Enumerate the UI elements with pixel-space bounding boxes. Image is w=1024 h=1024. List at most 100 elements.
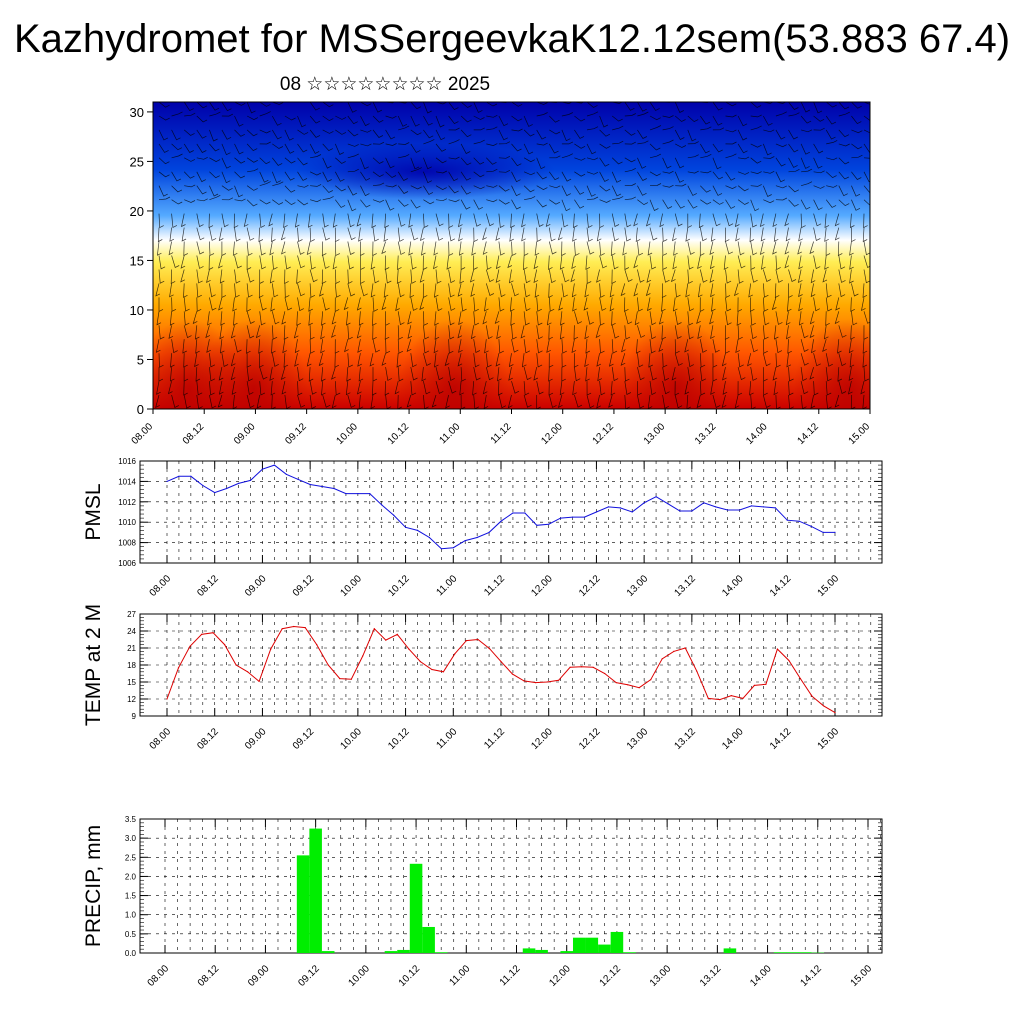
heatmap-x-tick-label: 13.00 xyxy=(642,421,668,447)
temp-axis-title: TEMP at 2 M xyxy=(82,604,105,726)
pmsl-data-point xyxy=(238,482,240,484)
pmsl-data-point xyxy=(607,506,610,508)
temp-data-point xyxy=(788,659,790,662)
precip-y-tick-label: 1.5 xyxy=(125,892,137,901)
wind-barb-column xyxy=(268,102,284,409)
pmsl-data-point xyxy=(297,478,299,480)
pmsl-x-tick-label: 09.12 xyxy=(291,573,317,599)
pmsl-data-point xyxy=(357,493,359,495)
wind-barb-column xyxy=(343,102,359,408)
precip-x-tick-label: 08.12 xyxy=(196,963,222,989)
temp-data-point xyxy=(696,670,698,672)
pmsl-y-tick-label: 1016 xyxy=(118,457,136,466)
pmsl-x-tick-label: 13.12 xyxy=(673,573,699,599)
wind-barb-column xyxy=(507,102,523,409)
pmsl-data-point xyxy=(500,520,502,522)
temp-data-point xyxy=(350,678,352,680)
temp-data-point xyxy=(799,678,802,680)
heatmap-x-tick-label: 14.00 xyxy=(744,421,770,447)
heatmap-y-tick-label: 30 xyxy=(130,105,144,120)
pmsl-y-tick-label: 1010 xyxy=(118,518,136,527)
wind-barb-column xyxy=(457,102,472,409)
temp-data-point xyxy=(776,648,779,650)
pmsl-data-point xyxy=(405,526,407,528)
wind-barb-column xyxy=(318,102,334,408)
precip-bar xyxy=(434,952,448,953)
pmsl-data-point xyxy=(524,512,526,514)
temp-data-point xyxy=(258,680,260,683)
pmsl-data-point xyxy=(369,493,371,495)
heatmap-y-tick-label: 10 xyxy=(130,303,144,318)
wind-barb-column xyxy=(797,102,813,409)
temp-x-tick-label: 14.12 xyxy=(768,726,794,752)
wind-barb-column xyxy=(406,102,422,408)
wind-barb-column xyxy=(771,102,788,409)
heatmap-y-tick-label: 25 xyxy=(130,154,144,169)
precip-x-tick-label: 09.00 xyxy=(246,963,272,989)
heatmap-x-tick-label: 15.00 xyxy=(847,421,873,447)
temp-data-point xyxy=(477,638,479,641)
pmsl-data-point xyxy=(655,496,657,498)
wind-barb-column xyxy=(684,102,699,409)
temp-y-tick-label: 12 xyxy=(127,695,136,704)
temp-panel: 9 12 15 18 21 24 27 08.00 08.12 09.00 09.12 10.00 10… xyxy=(82,604,883,752)
temp-data-point xyxy=(500,661,502,663)
temp-data-point xyxy=(627,684,629,686)
temp-data-point xyxy=(454,653,456,655)
pmsl-data-point xyxy=(739,509,741,511)
wind-barb-column xyxy=(733,102,750,409)
wind-barb-column xyxy=(620,102,636,409)
precip-x-tick-label: 11.12 xyxy=(498,963,523,988)
pmsl-data-point xyxy=(249,479,252,481)
heatmap-x-tick-label: 10.12 xyxy=(386,421,412,447)
temp-data-point xyxy=(834,712,836,714)
pmsl-data-point xyxy=(536,524,538,526)
temp-data-point xyxy=(442,671,444,673)
pmsl-frame xyxy=(139,460,883,564)
pmsl-data-point xyxy=(464,540,466,542)
pmsl-panel: 1006 1008 1010 1012 1014 1016 08.00 08.12 09.00 0… xyxy=(82,457,883,599)
temp-data-point xyxy=(730,695,732,697)
temp-data-point xyxy=(362,655,364,657)
pmsl-data-point xyxy=(261,468,263,470)
temp-data-point xyxy=(293,625,295,628)
precip-bar xyxy=(422,926,435,953)
temp-data-point xyxy=(684,647,686,649)
precip-x-tick-label: 13.00 xyxy=(648,963,674,989)
wind-barb-column xyxy=(645,102,662,409)
wind-barb-column xyxy=(633,102,649,409)
temp-x-tick-label: 09.00 xyxy=(243,726,269,752)
precip-bar xyxy=(321,951,335,953)
pmsl-data-point xyxy=(619,507,621,509)
pmsl-x-tick-label: 11.12 xyxy=(482,573,507,598)
pmsl-data-point xyxy=(428,536,430,539)
temp-data-point xyxy=(465,640,467,642)
heatmap-x-tick-label: 08.00 xyxy=(130,421,156,447)
heatmap-y-tick-label: 20 xyxy=(130,204,144,219)
precip-panel: 0.0 0.5 1.0 1.5 2.0 2.5 3.0 3.5 08.00 08.12 09.00 0… xyxy=(82,815,883,989)
wind-barb-column xyxy=(709,102,725,409)
pmsl-data-point xyxy=(643,502,645,504)
precip-bar xyxy=(309,828,322,953)
wind-barb-column xyxy=(469,102,485,409)
pmsl-data-point xyxy=(810,525,812,527)
temp-data-point xyxy=(431,668,433,671)
pmsl-data-point xyxy=(560,517,562,519)
precip-x-tick-label: 14.12 xyxy=(798,963,824,989)
temp-data-point xyxy=(189,645,191,647)
wind-barb-column xyxy=(482,102,498,409)
temp-data-point xyxy=(488,648,491,650)
temp-y-tick-label: 21 xyxy=(127,644,136,653)
wind-barb-column xyxy=(356,102,372,409)
wind-barb-column xyxy=(431,102,448,408)
precip-bar xyxy=(535,949,548,953)
pmsl-x-tick-label: 09.00 xyxy=(243,573,269,599)
pmsl-data-point xyxy=(214,492,216,494)
temp-x-tick-label: 08.00 xyxy=(148,726,174,752)
pmsl-data-point xyxy=(798,520,800,522)
heatmap-x-tick-label: 12.12 xyxy=(591,421,617,447)
heatmap-x-tick-label: 09.12 xyxy=(283,421,309,447)
pmsl-x-tick-label: 08.00 xyxy=(148,573,174,599)
pmsl-data-point xyxy=(440,548,442,550)
precip-x-tick-label: 11.00 xyxy=(447,963,472,988)
